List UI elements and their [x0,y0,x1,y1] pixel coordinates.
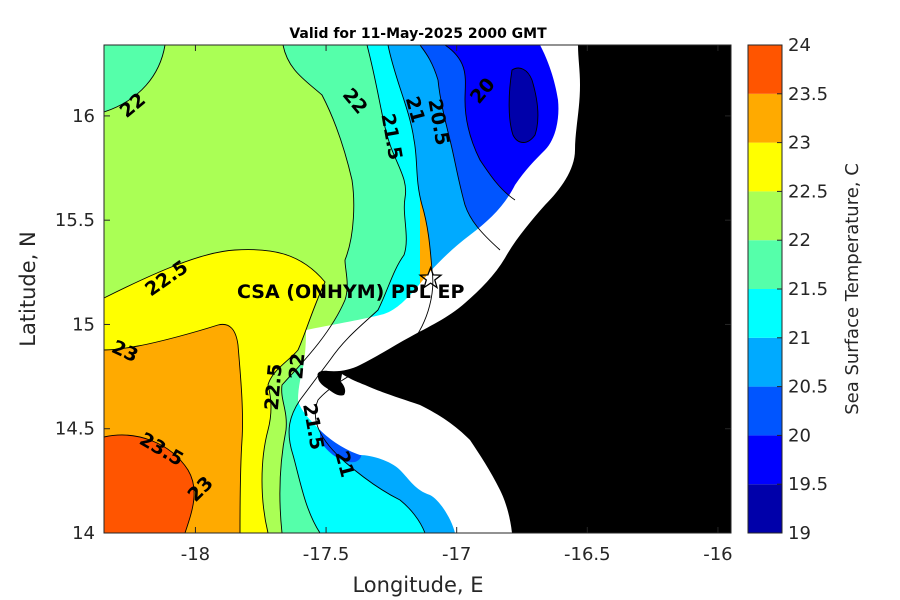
contour-line-20-5 [419,45,501,251]
y-tick-label: 15.5 [55,210,95,231]
colorbar-tick-label: 21.5 [788,279,828,300]
contour-line-21-5 [288,45,407,533]
colorbar-tick-label: 20 [788,425,811,446]
colorbar: 19 19.5 20 20.5 21 21.5 22 22.5 23 23.5 24 [748,35,828,544]
colorbar-frame [747,44,783,534]
land-mass [317,45,731,533]
band-23-5 [104,435,195,533]
colorbar-segment [748,93,782,143]
colorbar-tick-label: 19 [788,523,811,544]
contour-label: 22.5 [261,363,287,412]
contour-line-22 [279,45,355,533]
colorbar-tick-label: 23.5 [788,84,828,105]
contour-lines [104,45,539,533]
colorbar-segment [748,435,782,485]
contour-label: 22 [285,352,309,380]
contour-line-23 [104,323,243,533]
contour-line-20 [444,45,516,201]
land-cape-detail [318,374,346,396]
band-19 [509,68,538,143]
y-axis-label: Latitude, N [16,231,40,347]
colorbar-segment [748,484,782,533]
y-tick-label: 14.5 [55,419,95,440]
colorbar-segment [748,191,782,241]
site-annotation: CSA (ONHYM) PPL EP [237,281,464,303]
chart-title: Valid for 11-May-2025 2000 GMT [289,26,547,42]
colorbar-tick-label: 22.5 [788,181,828,202]
colorbar-segment [748,337,782,387]
y-tick-label: 15 [72,314,95,335]
x-tick-label: -17 [442,544,471,565]
x-tick-label: -16.5 [564,544,611,565]
station-star-icon [418,265,443,290]
colorbar-segment [748,386,782,436]
contour-line-22-5 [104,249,326,533]
contour-line-21 [314,45,434,533]
x-tick-label: -17.5 [303,544,350,565]
x-axis-label: Longitude, E [352,573,483,597]
station-layer [418,265,443,290]
x-tick-label: -16 [703,544,732,565]
colorbar-segment [748,45,782,94]
colorbar-segment [748,289,782,338]
y-axis: 14 14.5 15 15.5 16 [55,106,731,544]
colorbar-tick-label: 23 [788,133,811,154]
colorbar-tick-label: 21 [788,328,811,349]
band-21-5 [104,45,165,112]
colorbar-label: Sea Surface Temperature, C [842,163,863,415]
y-tick-label: 14 [72,523,95,544]
colorbar-tick-label: 24 [788,35,811,56]
x-tick-label: -18 [181,544,210,565]
colorbar-tick-label: 19.5 [788,474,828,495]
contour-line-23-5 [104,434,195,533]
colorbar-segment [748,240,782,289]
contour-line-19-5 [508,67,539,143]
colorbar-tick-label: 22 [788,230,811,251]
x-axis: -18 -17.5 -17 -16.5 -16 [181,45,733,565]
colorbar-tick-label: 20.5 [788,377,828,398]
contour-line-22-north [104,45,166,113]
plot-frame [103,44,732,534]
colorbar-segment [748,142,782,192]
y-tick-label: 16 [72,106,95,127]
